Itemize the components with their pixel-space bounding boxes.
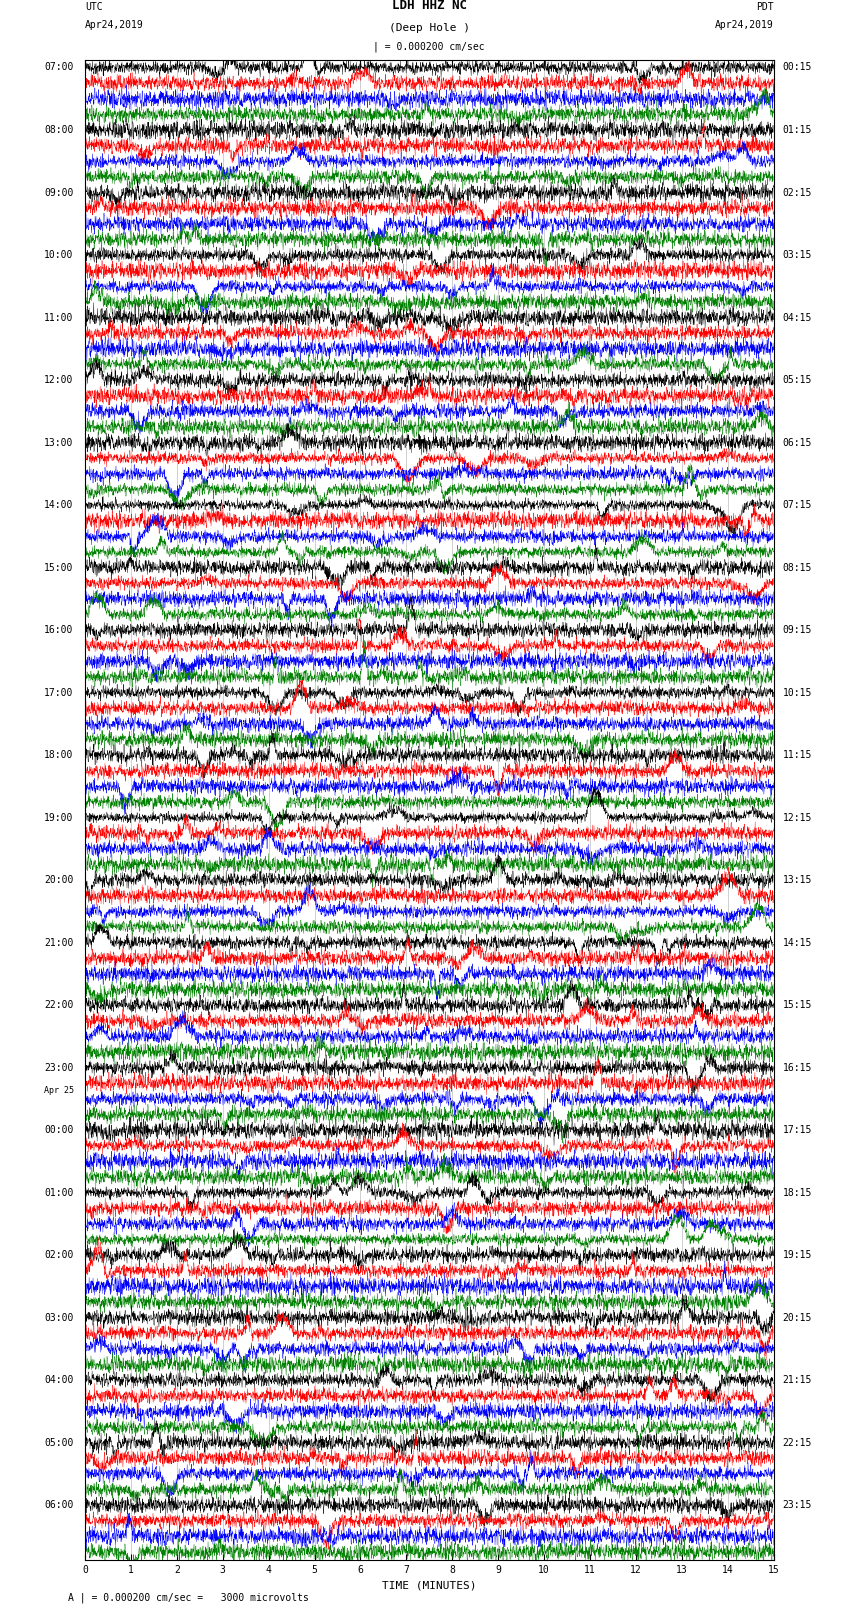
Text: 13:00: 13:00 [44,437,73,447]
Text: 10:00: 10:00 [44,250,73,260]
Text: 10:15: 10:15 [783,687,812,697]
Text: Apr24,2019: Apr24,2019 [715,19,774,29]
Text: 18:00: 18:00 [44,750,73,760]
Text: UTC: UTC [85,2,103,11]
Text: 14:00: 14:00 [44,500,73,510]
Text: 16:15: 16:15 [783,1063,812,1073]
Text: 14:15: 14:15 [783,937,812,947]
Text: 15:15: 15:15 [783,1000,812,1010]
Text: 02:15: 02:15 [783,187,812,197]
Text: 19:15: 19:15 [783,1250,812,1260]
Text: 23:00: 23:00 [44,1063,73,1073]
Text: 11:15: 11:15 [783,750,812,760]
Text: 12:15: 12:15 [783,813,812,823]
Text: 06:15: 06:15 [783,437,812,447]
Text: 03:00: 03:00 [44,1313,73,1323]
Text: 04:15: 04:15 [783,313,812,323]
Text: 17:00: 17:00 [44,687,73,697]
Text: 01:00: 01:00 [44,1187,73,1197]
Text: 13:15: 13:15 [783,874,812,886]
Text: 03:15: 03:15 [783,250,812,260]
Text: 00:15: 00:15 [783,63,812,73]
Text: | = 0.000200 cm/sec: | = 0.000200 cm/sec [373,42,485,52]
Text: 11:00: 11:00 [44,313,73,323]
Text: 23:15: 23:15 [783,1500,812,1510]
Text: (Deep Hole ): (Deep Hole ) [388,23,470,32]
Text: 02:00: 02:00 [44,1250,73,1260]
Text: 21:15: 21:15 [783,1374,812,1386]
Text: 05:00: 05:00 [44,1437,73,1447]
Text: 04:00: 04:00 [44,1374,73,1386]
Text: 01:15: 01:15 [783,124,812,135]
Text: 08:00: 08:00 [44,124,73,135]
Text: A | = 0.000200 cm/sec =   3000 microvolts: A | = 0.000200 cm/sec = 3000 microvolts [68,1592,309,1603]
Text: 00:00: 00:00 [44,1124,73,1136]
X-axis label: TIME (MINUTES): TIME (MINUTES) [382,1581,477,1590]
Text: 18:15: 18:15 [783,1187,812,1197]
Text: 22:15: 22:15 [783,1437,812,1447]
Text: 17:15: 17:15 [783,1124,812,1136]
Text: 20:00: 20:00 [44,874,73,886]
Text: 09:00: 09:00 [44,187,73,197]
Text: 20:15: 20:15 [783,1313,812,1323]
Text: 08:15: 08:15 [783,563,812,573]
Text: 07:00: 07:00 [44,63,73,73]
Text: Apr 25: Apr 25 [43,1087,73,1095]
Text: 09:15: 09:15 [783,624,812,636]
Text: 06:00: 06:00 [44,1500,73,1510]
Text: PDT: PDT [756,2,774,11]
Text: 21:00: 21:00 [44,937,73,947]
Text: 07:15: 07:15 [783,500,812,510]
Text: Apr24,2019: Apr24,2019 [85,19,144,29]
Text: 15:00: 15:00 [44,563,73,573]
Text: 05:15: 05:15 [783,374,812,386]
Text: 19:00: 19:00 [44,813,73,823]
Text: 16:00: 16:00 [44,624,73,636]
Text: LDH HHZ NC: LDH HHZ NC [392,0,467,11]
Text: 22:00: 22:00 [44,1000,73,1010]
Text: 12:00: 12:00 [44,374,73,386]
